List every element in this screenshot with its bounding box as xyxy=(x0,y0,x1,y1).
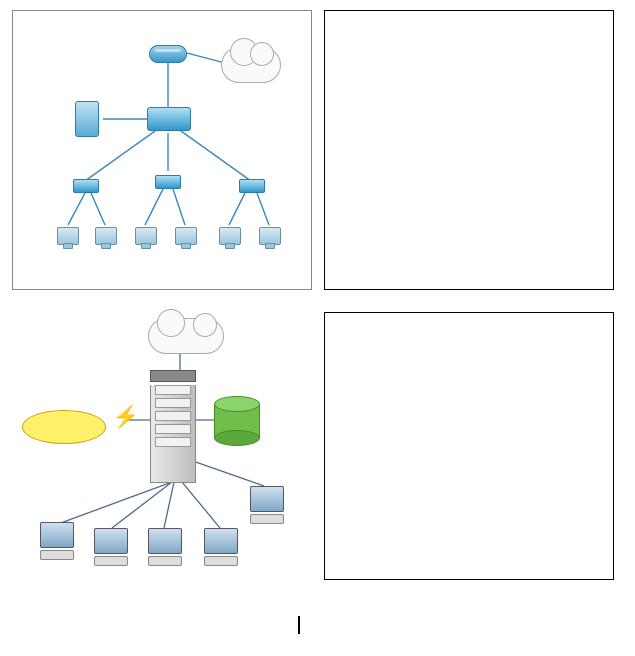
monitor-icon xyxy=(148,528,182,568)
cylinder-icon xyxy=(214,396,260,446)
pc-icon xyxy=(259,227,281,245)
school-a xyxy=(40,522,74,562)
switch-main-node xyxy=(147,107,191,131)
monitor-icon xyxy=(250,486,284,526)
router-node xyxy=(149,45,187,63)
edu-cloud xyxy=(148,318,224,354)
pc-2 xyxy=(95,227,117,245)
pc-4 xyxy=(175,227,197,245)
switch-icon xyxy=(147,107,191,131)
monitor-icon xyxy=(204,528,238,568)
monitor-icon xyxy=(94,528,128,568)
internet-cloud xyxy=(221,47,281,83)
school-e xyxy=(250,486,284,526)
pc-1 xyxy=(57,227,79,245)
switch-small-1 xyxy=(73,179,99,193)
pc-5 xyxy=(219,227,241,245)
monitor-icon xyxy=(40,522,74,562)
school-c xyxy=(148,528,182,568)
lan-text-box xyxy=(324,10,614,290)
pc-icon xyxy=(219,227,241,245)
internet-ellipse xyxy=(22,410,106,444)
pc-3 xyxy=(135,227,157,245)
text-cursor xyxy=(298,616,300,634)
pc-icon xyxy=(175,227,197,245)
db-cylinder xyxy=(214,396,260,446)
man-text-box xyxy=(324,312,614,580)
router-icon xyxy=(149,45,187,63)
bolt-icon: ⚡ xyxy=(112,404,139,430)
man-diagram: ⚡ xyxy=(12,300,312,580)
internet-ellipse-icon xyxy=(22,410,106,444)
pc-icon xyxy=(95,227,117,245)
server-icon xyxy=(75,101,99,137)
pc-6 xyxy=(259,227,281,245)
switch-small-2 xyxy=(155,175,181,189)
school-b xyxy=(94,528,128,568)
switch-small-3 xyxy=(239,179,265,193)
server-node xyxy=(75,101,99,137)
lan-diagram xyxy=(12,10,312,290)
pc-icon xyxy=(57,227,79,245)
smallswitch-icon xyxy=(239,179,265,193)
smallswitch-icon xyxy=(155,175,181,189)
tower-icon xyxy=(150,370,196,480)
man-row: ⚡ xyxy=(0,296,635,586)
school-d xyxy=(204,528,238,568)
cloud-icon xyxy=(221,47,281,83)
pc-icon xyxy=(135,227,157,245)
server-tower xyxy=(150,370,196,480)
smallswitch-icon xyxy=(73,179,99,193)
lan-row xyxy=(0,0,635,296)
cloud-icon xyxy=(148,318,224,354)
